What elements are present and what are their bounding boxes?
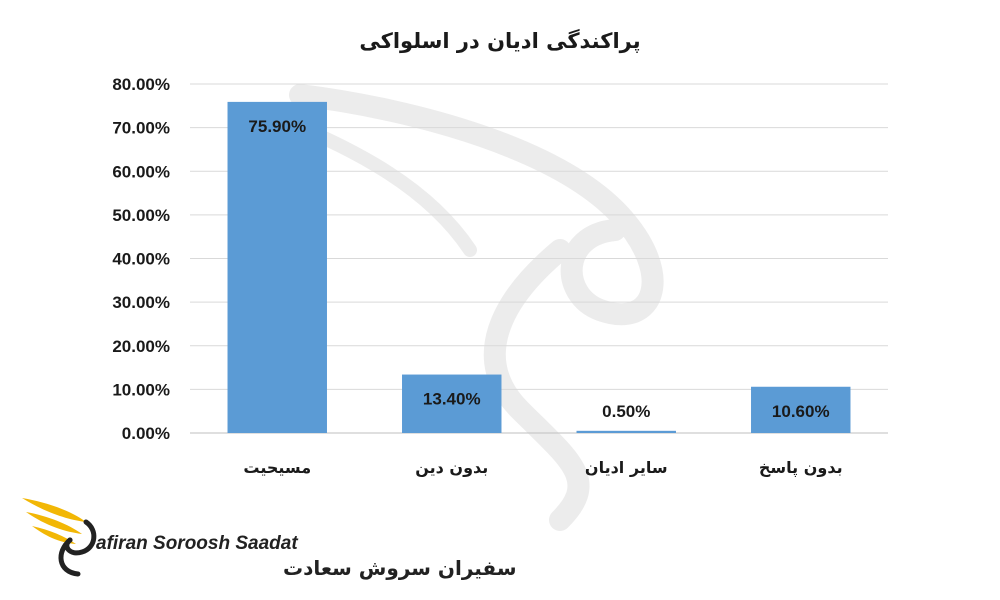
category-label: بدون دین: [415, 458, 488, 477]
category-label: بدون پاسخ: [759, 458, 843, 478]
watermark-swan-icon: [263, 84, 664, 531]
logo-wing-icon: [22, 498, 97, 577]
category-label: مسیحیت: [243, 458, 311, 477]
y-tick-label: 30.00%: [112, 293, 170, 312]
chart-title: پراکندگی ادیان در اسلواکی: [359, 28, 640, 53]
x-axis-categories: مسیحیت بدون دین سایر ادیان بدون پاسخ: [243, 458, 842, 478]
bar: [402, 374, 502, 433]
bar: [576, 430, 676, 433]
y-tick-label: 80.00%: [112, 75, 170, 94]
bar: [227, 101, 327, 433]
y-tick-label: 60.00%: [112, 162, 170, 181]
data-label: 0.50%: [602, 402, 650, 421]
logo-name-fa: سفیران سروش سعادت: [283, 556, 517, 580]
y-tick-label: 0.00%: [122, 424, 170, 443]
data-label: 75.90%: [248, 117, 306, 136]
y-tick-label: 50.00%: [112, 206, 170, 225]
data-label: 10.60%: [772, 402, 830, 421]
bars: [227, 101, 851, 433]
y-tick-label: 10.00%: [112, 380, 170, 399]
category-label: سایر ادیان: [585, 458, 668, 477]
logo-name-en: afiran Soroosh Saadat: [96, 533, 298, 554]
y-tick-label: 20.00%: [112, 337, 170, 356]
y-tick-label: 70.00%: [112, 119, 170, 138]
data-label: 13.40%: [423, 390, 481, 409]
bar: [751, 386, 851, 433]
company-logo: afiran Soroosh Saadat سفیران سروش سعادت: [22, 498, 517, 580]
y-tick-label: 40.00%: [112, 250, 170, 269]
y-axis-ticks: 0.00% 10.00% 20.00% 30.00% 40.00% 50.00% 60.00…: [112, 75, 170, 443]
data-labels: 75.90% 13.40% 0.50% 10.60%: [248, 117, 829, 421]
